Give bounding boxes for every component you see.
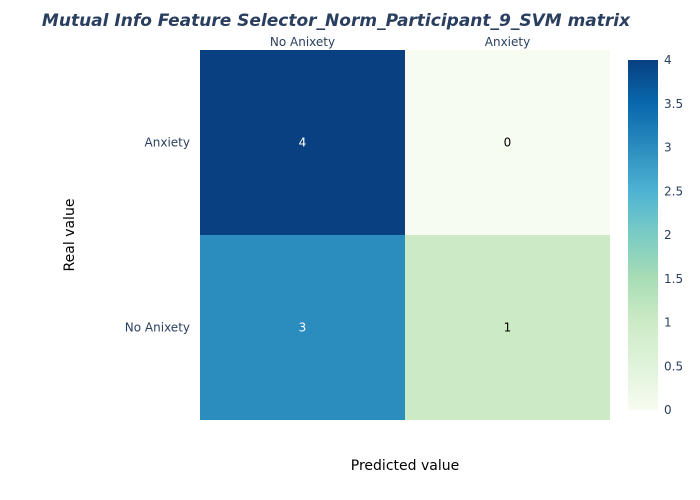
x-axis-ticks: No Anixety Anxiety <box>270 35 530 49</box>
cell-value-label: 4 <box>299 136 307 150</box>
colorbar-tick-label: 4 <box>664 53 672 67</box>
cell-value-label: 3 <box>299 321 307 335</box>
colorbar-tick-label: 3 <box>664 141 672 155</box>
colorbar <box>628 60 658 410</box>
y-tick-label: No Anixety <box>125 321 190 335</box>
heatmap-cell <box>200 235 405 420</box>
colorbar-tick-label: 3.5 <box>664 97 683 111</box>
colorbar-ticks: 0 0.5 1 1.5 2 2.5 3 3.5 4 <box>664 53 683 417</box>
cell-value-label: 1 <box>504 321 512 335</box>
colorbar-tick-label: 0.5 <box>664 359 683 373</box>
heatmap-cell <box>405 50 610 235</box>
heatmap-cells: 4 0 3 1 <box>200 50 610 420</box>
y-tick-label: Anxiety <box>145 136 190 150</box>
x-tick-label: Anxiety <box>485 35 530 49</box>
y-axis-title: Real value <box>62 199 78 272</box>
heatmap-cell <box>405 235 610 420</box>
colorbar-tick-label: 1.5 <box>664 272 683 286</box>
chart-title: Mutual Info Feature Selector_Norm_Partic… <box>42 11 631 31</box>
y-axis-ticks: Anxiety No Anixety <box>125 136 190 335</box>
colorbar-tick-label: 2.5 <box>664 184 683 198</box>
cell-value-label: 0 <box>504 136 512 150</box>
heatmap-cell <box>200 50 405 235</box>
x-axis-title: Predicted value <box>351 458 459 474</box>
colorbar-tick-label: 1 <box>664 316 672 330</box>
colorbar-tick-label: 0 <box>664 403 672 417</box>
colorbar-tick-label: 2 <box>664 228 672 242</box>
x-tick-label: No Anixety <box>270 35 335 49</box>
